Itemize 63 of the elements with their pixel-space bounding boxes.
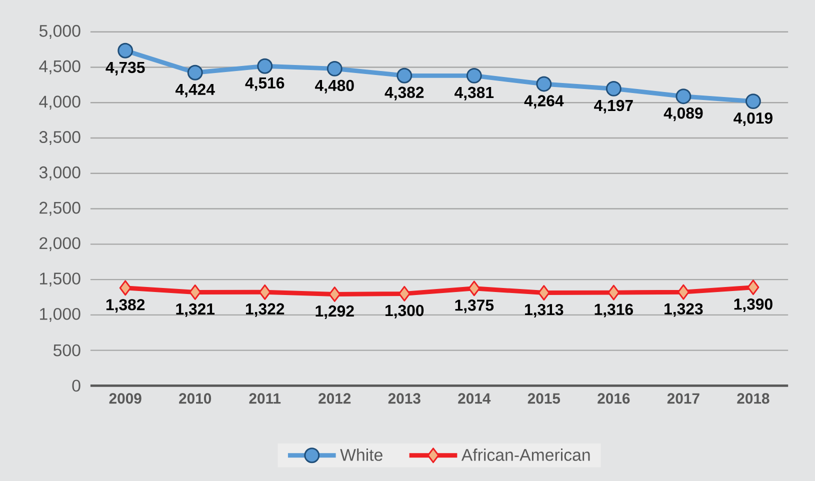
data-label: 4,735: [106, 62, 145, 76]
point: [747, 279, 760, 295]
point: [468, 280, 480, 296]
x-tick-label: 2017: [667, 393, 700, 404]
point: [536, 76, 552, 92]
y-tick-label: 500: [53, 344, 80, 356]
x-tick-label: 2012: [318, 393, 351, 404]
y-tick-label: 4,500: [39, 60, 80, 74]
data-label: 1,300: [386, 304, 424, 318]
data-label: 4,197: [594, 100, 633, 114]
legend-label: White: [340, 448, 382, 461]
data-label: 4,480: [314, 80, 354, 94]
y-tick-label: 3,000: [39, 166, 80, 180]
data-label: 4,381: [454, 86, 494, 100]
point: [258, 284, 271, 300]
point: [608, 284, 620, 300]
point: [677, 284, 690, 300]
point: [187, 64, 203, 80]
x-tick-label: 2009: [109, 393, 142, 404]
y-tick-label: 2,000: [40, 237, 80, 251]
data-label: 4,382: [384, 86, 424, 100]
point: [257, 58, 273, 74]
data-label: 1,292: [316, 305, 354, 319]
point: [676, 88, 692, 104]
point: [466, 68, 482, 84]
data-label: 1,382: [106, 298, 145, 312]
y-tick-label: 5,000: [39, 24, 80, 39]
y-tick-label: 1,500: [40, 272, 80, 286]
data-label: 1,322: [246, 303, 284, 317]
data-label: 1,313: [525, 304, 564, 318]
x-tick-label: 2013: [388, 393, 420, 404]
x-tick-label: 2014: [458, 393, 491, 404]
data-label: 1,316: [594, 304, 633, 318]
point: [189, 284, 202, 300]
data-label: 1,321: [176, 303, 215, 317]
x-tick-label: 2016: [598, 393, 630, 404]
y-tick-label: 0: [72, 380, 80, 392]
point: [398, 286, 410, 302]
x-tick-label: 2015: [528, 393, 560, 404]
data-label: 4,089: [664, 107, 703, 121]
data-label: 1,323: [664, 303, 703, 317]
point: [326, 60, 342, 76]
point: [538, 284, 550, 300]
data-label: 1,390: [734, 298, 772, 312]
point: [119, 280, 132, 296]
x-tick-label: 2018: [737, 393, 770, 404]
point: [328, 286, 341, 302]
data-label: 4,264: [524, 94, 564, 109]
point: [745, 93, 761, 109]
x-tick-label: 2011: [249, 393, 281, 404]
point: [606, 80, 622, 96]
x-tick-label: 2010: [179, 393, 212, 404]
y-tick-label: 4,000: [39, 96, 80, 110]
data-label: 4,019: [734, 112, 772, 126]
point: [118, 42, 134, 58]
y-tick-label: 2,500: [40, 202, 80, 216]
data-label: 1,375: [455, 299, 494, 313]
data-label: 4,516: [245, 77, 284, 91]
y-tick-label: 3,500: [39, 130, 80, 145]
data-label: 4,424: [175, 84, 215, 98]
y-tick-label: 1,000: [40, 308, 80, 322]
legend-label: African-American: [461, 448, 590, 461]
point: [396, 68, 412, 84]
